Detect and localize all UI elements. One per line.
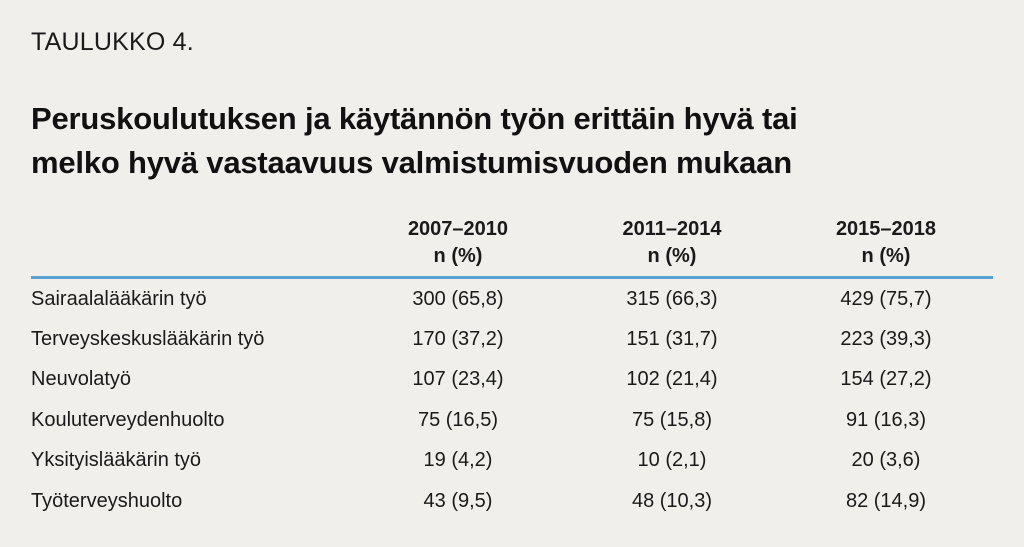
table-row: Yksityislääkärin työ 19 (4,2) 10 (2,1) 2… xyxy=(31,441,993,481)
header-period: 2015–2018 xyxy=(835,218,937,240)
cell-value: 170 (37,2) xyxy=(412,328,504,351)
table-label: TAULUKKO 4. xyxy=(31,28,194,56)
row-label: Työterveyshuolto xyxy=(31,489,183,512)
table-header: 2007–2010 n (%) 2011–2014 n (%) 2015–201… xyxy=(31,212,993,279)
table-row: Kouluterveydenhuolto 75 (16,5) 75 (15,8)… xyxy=(31,400,993,440)
row-label: Sairaalalääkärin työ xyxy=(31,287,207,310)
table-row: Sairaalalääkärin työ 300 (65,8) 315 (66,… xyxy=(31,278,993,320)
header-unit: n (%) xyxy=(861,245,911,267)
row-label: Terveyskeskuslääkärin työ xyxy=(31,328,265,351)
header-unit: n (%) xyxy=(433,245,483,267)
table-title: Peruskoulutuksen ja käytännön työn eritt… xyxy=(31,97,991,185)
cell-value: 43 (9,5) xyxy=(423,489,493,512)
cell-value: 20 (3,6) xyxy=(851,449,921,472)
row-label: Kouluterveydenhuolto xyxy=(31,408,225,431)
row-label: Yksityislääkärin työ xyxy=(31,449,202,472)
row-label: Neuvolatyö xyxy=(31,368,132,391)
cell-value: 75 (15,8) xyxy=(631,408,713,431)
cell-value: 19 (4,2) xyxy=(423,449,493,472)
header-period: 2011–2014 xyxy=(622,218,722,240)
header-period: 2007–2010 xyxy=(407,218,509,240)
cell-value: 223 (39,3) xyxy=(840,328,932,351)
cell-value: 429 (75,7) xyxy=(840,287,932,310)
cell-value: 75 (16,5) xyxy=(417,408,499,431)
cell-value: 315 (66,3) xyxy=(626,287,718,310)
cell-value: 82 (14,9) xyxy=(845,489,927,512)
header-col-2007-2010: 2007–2010 n (%) xyxy=(351,212,565,279)
header-unit: n (%) xyxy=(647,245,697,267)
cell-value: 300 (65,8) xyxy=(412,287,504,310)
table-row: Neuvolatyö 107 (23,4) 102 (21,4) 154 (27… xyxy=(31,360,993,400)
header-empty-cell xyxy=(31,212,351,279)
cell-value: 107 (23,4) xyxy=(412,368,504,391)
cell-value: 91 (16,3) xyxy=(845,408,927,431)
header-col-2015-2018: 2015–2018 n (%) xyxy=(779,212,993,279)
table-row: Terveyskeskuslääkärin työ 170 (37,2) 151… xyxy=(31,319,993,359)
title-line-1: Peruskoulutuksen ja käytännön työn eritt… xyxy=(31,101,798,136)
table-body: Sairaalalääkärin työ 300 (65,8) 315 (66,… xyxy=(31,278,993,522)
cell-value: 48 (10,3) xyxy=(631,489,713,512)
cell-value: 154 (27,2) xyxy=(840,368,932,391)
cell-value: 102 (21,4) xyxy=(626,368,718,391)
header-col-2011-2014: 2011–2014 n (%) xyxy=(565,212,779,279)
cell-value: 151 (31,7) xyxy=(626,328,718,351)
title-line-2: melko hyvä vastaavuus valmistumisvuoden … xyxy=(31,145,792,180)
data-table: 2007–2010 n (%) 2011–2014 n (%) 2015–201… xyxy=(31,212,993,521)
cell-value: 10 (2,1) xyxy=(637,449,707,472)
header-row: 2007–2010 n (%) 2011–2014 n (%) 2015–201… xyxy=(31,212,993,279)
table-row: Työterveyshuolto 43 (9,5) 48 (10,3) 82 (… xyxy=(31,481,993,521)
